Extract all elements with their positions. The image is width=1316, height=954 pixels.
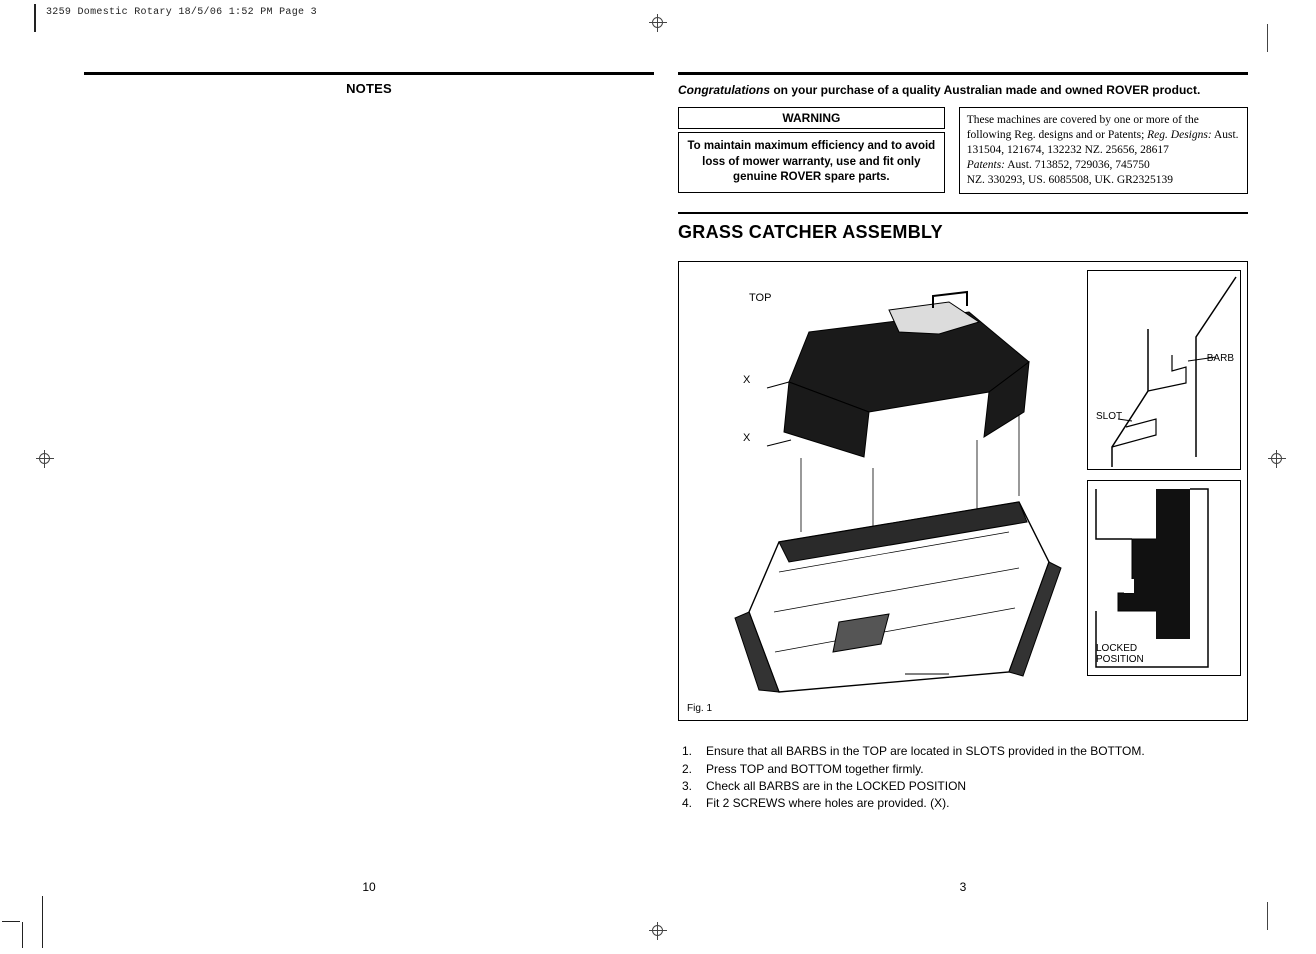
registration-mark-bottom [649, 922, 667, 940]
main-drawing [689, 272, 1089, 712]
page-number-left: 10 [72, 880, 666, 894]
crop-mark [22, 922, 23, 948]
registration-mark-left [36, 450, 54, 468]
warning-box: WARNING To maintain maximum efficiency a… [678, 107, 945, 194]
rule [678, 212, 1248, 215]
instruction-text: Press TOP and BOTTOM together firmly. [706, 761, 924, 778]
instruction-text: Fit 2 SCREWS where holes are provided. (… [706, 795, 949, 812]
crop-mark [2, 921, 20, 922]
rule [678, 72, 1248, 75]
crop-mark [1267, 24, 1268, 52]
instruction-text: Check all BARBS are in the LOCKED POSITI… [706, 778, 966, 795]
congratulations-emphasis: Congratulations [678, 83, 770, 97]
patents-list-2: NZ. 330293, US. 6085508, UK. GR2325139 [967, 174, 1173, 186]
patents-label: Patents: [967, 159, 1005, 171]
instruction-item: 3. Check all BARBS are in the LOCKED POSI… [678, 778, 1248, 795]
section-title: GRASS CATCHER ASSEMBLY [678, 222, 1248, 243]
instruction-number: 1. [678, 743, 692, 760]
detail-drawing-2 [1088, 481, 1242, 677]
page-left: NOTES 10 [72, 60, 666, 906]
instruction-item: 1. Ensure that all BARBS in the TOP are l… [678, 743, 1248, 760]
instruction-item: 2. Press TOP and BOTTOM together firmly. [678, 761, 1248, 778]
crop-mark [42, 896, 43, 948]
page-number-right: 3 [666, 880, 1260, 894]
instruction-number: 3. [678, 778, 692, 795]
instruction-item: 4. Fit 2 SCREWS where holes are provided.… [678, 795, 1248, 812]
warning-title: WARNING [678, 107, 945, 129]
patents-list-1: Aust. 713852, 729036, 745750 [1005, 159, 1150, 171]
detail-panel-barb-slot: BARB SLOT [1087, 270, 1241, 470]
instruction-number: 4. [678, 795, 692, 812]
detail-drawing-1 [1088, 271, 1242, 471]
page-right: Congratulations on your purchase of a qu… [666, 60, 1260, 906]
detail-panel-locked: LOCKEDPOSITION [1087, 480, 1241, 676]
congratulations-text: on your purchase of a quality Australian… [770, 83, 1200, 97]
registration-mark-top [649, 14, 667, 32]
page-spread: NOTES 10 Congratulations on your purchas… [72, 60, 1260, 906]
instruction-text: Ensure that all BARBS in the TOP are loc… [706, 743, 1145, 760]
proof-header: 3259 Domestic Rotary 18/5/06 1:52 PM Pag… [46, 7, 317, 18]
info-boxes-row: WARNING To maintain maximum efficiency a… [678, 107, 1248, 194]
congratulations-line: Congratulations on your purchase of a qu… [678, 83, 1248, 97]
warning-body: To maintain maximum efficiency and to av… [678, 132, 945, 193]
reg-designs-label: Reg. Designs: [1147, 129, 1212, 141]
instructions-list: 1. Ensure that all BARBS in the TOP are l… [678, 743, 1248, 813]
registration-mark-right [1268, 450, 1286, 468]
crop-mark [34, 4, 36, 32]
rule [84, 72, 654, 75]
crop-mark [1267, 902, 1268, 930]
figure-1: Fig. 1 TOP X X BOTTOM BARB SLOT [678, 261, 1248, 721]
patents-box: These machines are covered by one or mor… [959, 107, 1248, 194]
notes-heading: NOTES [84, 81, 654, 96]
instruction-number: 2. [678, 761, 692, 778]
